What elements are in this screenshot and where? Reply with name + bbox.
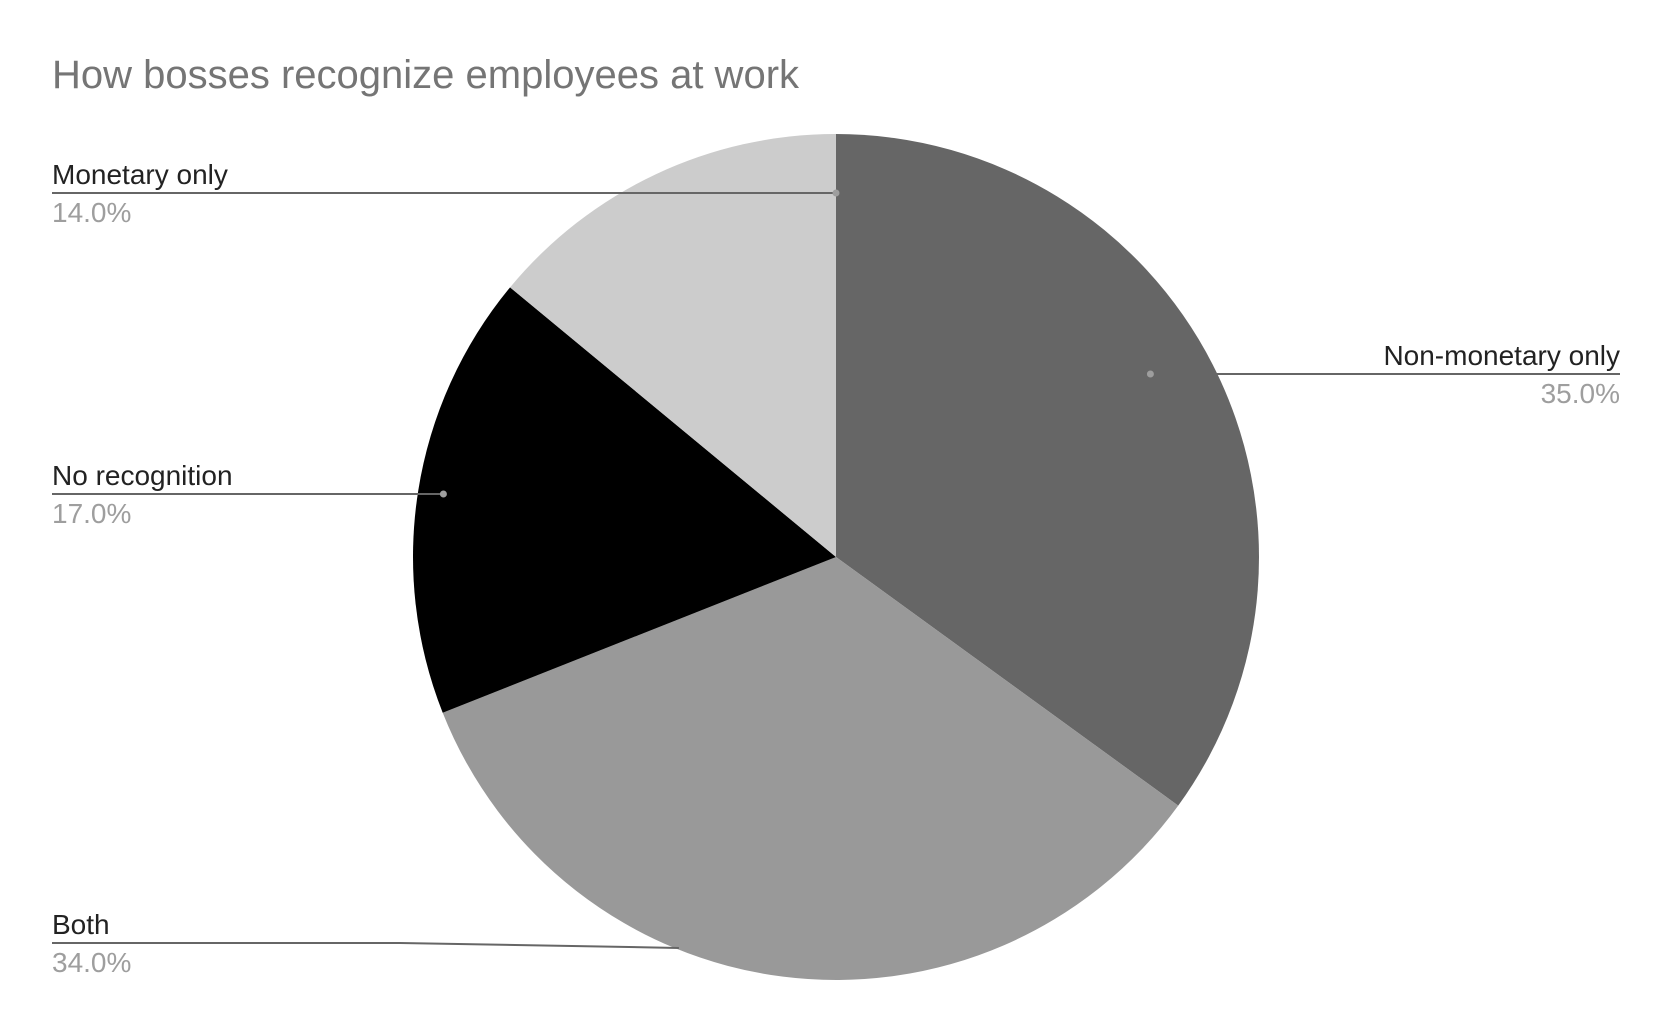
slice-label: Monetary only <box>52 159 228 190</box>
pie-slice-no-recognition <box>413 287 836 713</box>
pie-slice-both <box>442 557 1179 980</box>
slice-label: No recognition <box>52 460 233 491</box>
leader-lines <box>52 189 1620 949</box>
leader-line <box>52 942 679 949</box>
pie-slice-monetary-only <box>510 134 836 557</box>
slice-value: 17.0% <box>52 498 131 529</box>
slice-value: 34.0% <box>52 947 131 978</box>
leader-dot <box>439 490 447 498</box>
chart-title: How bosses recognize employees at work <box>52 53 800 97</box>
pie-slices <box>413 134 1260 980</box>
slice-label: Non-monetary only <box>1383 340 1620 371</box>
slice-value: 35.0% <box>1541 378 1620 409</box>
slice-label: Both <box>52 909 110 940</box>
slice-labels: Non-monetary only 35.0% Both 34.0% No recogn… <box>52 159 1620 978</box>
slice-value: 14.0% <box>52 197 131 228</box>
leader-dot <box>1146 370 1154 378</box>
leader-dot <box>832 189 840 197</box>
pie-slice-non-monetary-only <box>836 134 1260 806</box>
